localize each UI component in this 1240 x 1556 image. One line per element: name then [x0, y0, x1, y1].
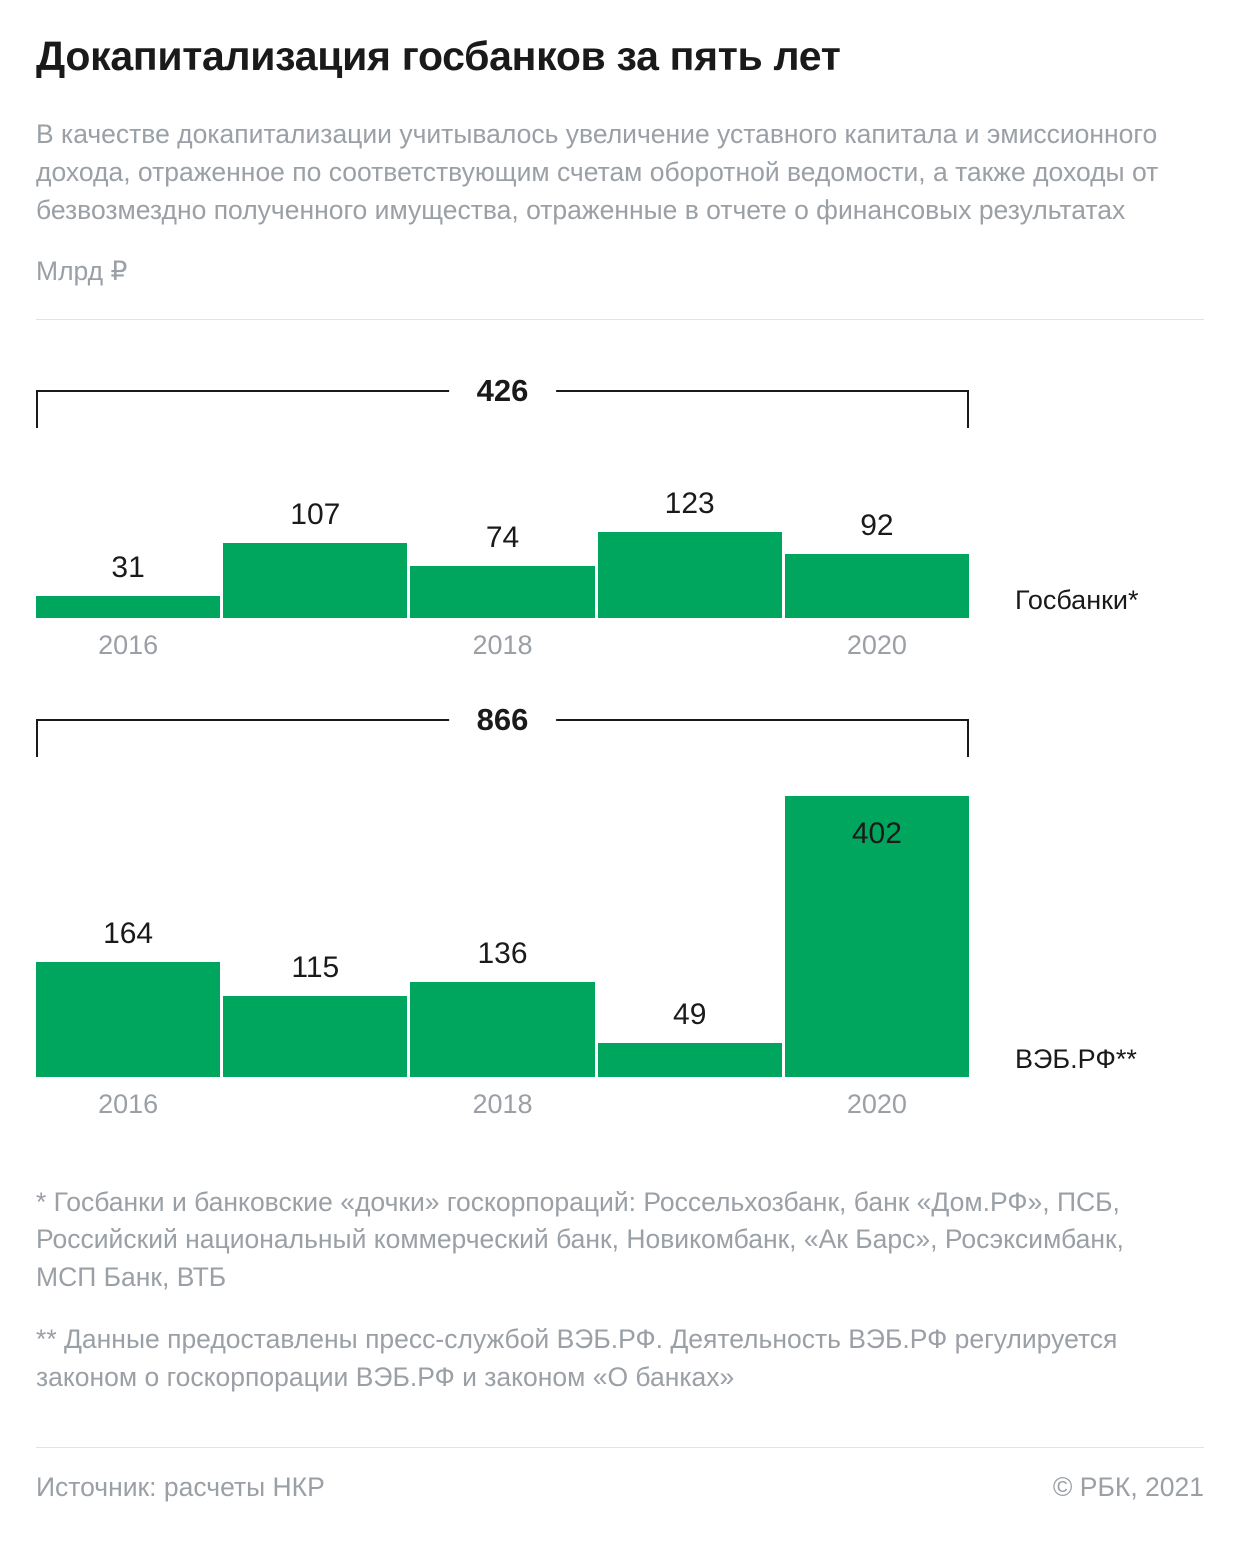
bar-cell-2020: 402: [784, 757, 970, 1077]
bar-2016: [36, 595, 221, 618]
x-axis: 2016 2018 2020: [36, 630, 969, 661]
x-tick-label: [598, 1089, 782, 1120]
bar-cell-2019: 49: [597, 757, 782, 1077]
bar-cell-2019: 123: [597, 428, 782, 618]
bar-value-label: 107: [290, 497, 341, 531]
unit-label: Млрд ₽: [36, 255, 128, 286]
bar-cell-2018: 136: [410, 757, 595, 1077]
total-bracket: 866: [36, 701, 969, 757]
series-label: Госбанки*: [1015, 584, 1139, 615]
source-label: Источник: расчеты НКР: [36, 1472, 325, 1503]
bar-value-label: 164: [103, 916, 154, 950]
bar-2017: [223, 995, 408, 1077]
bar-cell-2016: 31: [36, 428, 221, 618]
footnote-veb: ** Данные предоставлены пресс-службой ВЭ…: [36, 1324, 1118, 1393]
x-tick-label: 2018: [472, 629, 533, 660]
bar-cell-2020: 92: [784, 428, 970, 618]
footer-divider: [36, 1447, 1204, 1449]
bar-value-label: 74: [485, 520, 520, 554]
chart-subtitle: В качестве докапитализации учитывалось у…: [36, 118, 1159, 225]
total-label: 866: [448, 701, 557, 738]
bar-2016: [36, 961, 221, 1077]
chart-gosbanki: 426 31 107 74 123 92 Госбанки* 2016 2018 2020: [36, 372, 1204, 661]
x-tick-label: [223, 1089, 407, 1120]
x-tick-label: 2016: [98, 629, 159, 660]
x-tick-label: 2020: [846, 1088, 907, 1119]
footnote-gosbanki: * Госбанки и банковские «дочки» госкорпо…: [36, 1186, 1124, 1293]
bar-2018: [410, 981, 595, 1077]
bar-2019: [597, 531, 782, 618]
footer: Источник: расчеты НКР © РБК, 2021: [36, 1448, 1204, 1531]
page-title: Докапитализация госбанков за пять лет: [36, 33, 841, 79]
total-bracket: 426: [36, 372, 969, 428]
bracket-tick-left: [36, 718, 38, 757]
series-label: ВЭБ.РФ**: [1015, 1043, 1137, 1074]
x-tick-label: [598, 630, 782, 661]
bar-cell-2016: 164: [36, 757, 221, 1077]
x-tick-label: 2018: [472, 1088, 533, 1119]
bar-cell-2018: 74: [410, 428, 595, 618]
bar-value-label: 123: [664, 486, 715, 520]
bar-2018: [410, 565, 595, 618]
bar-cell-2017: 115: [223, 757, 408, 1077]
bar-cell-2017: 107: [223, 428, 408, 618]
bar-value-label: 92: [860, 508, 894, 542]
bar-2017: [223, 542, 408, 618]
x-axis: 2016 2018 2020: [36, 1089, 969, 1120]
bracket-tick-right: [967, 718, 969, 757]
bar-plot: 164 115 136 49 402: [36, 757, 970, 1077]
x-tick-label: [223, 630, 407, 661]
bar-value-label: 136: [477, 936, 528, 970]
copyright-label: © РБК, 2021: [1052, 1472, 1204, 1503]
footnotes: * Госбанки и банковские «дочки» госкорпо…: [36, 1184, 1191, 1397]
chart-veb-rf: 866 164 115 136 49 402 ВЭБ.РФ** 2016 2018 2020: [36, 701, 1204, 1120]
bracket-tick-left: [36, 389, 38, 428]
total-label: 426: [448, 372, 557, 409]
bracket-tick-right: [967, 389, 969, 428]
top-divider: [36, 318, 1204, 320]
bar-value-label: 115: [291, 950, 340, 984]
bar-2019: [597, 1042, 782, 1077]
bar-value-label: 31: [111, 550, 145, 584]
bar-2020: [784, 553, 970, 618]
x-tick-label: 2016: [98, 1088, 159, 1119]
bar-2020: [784, 795, 970, 1077]
bar-value-label: 402: [851, 816, 902, 850]
bar-plot: 31 107 74 123 92: [36, 428, 970, 618]
charts-container: 426 31 107 74 123 92 Госбанки* 2016 2018 2020 866 1…: [36, 372, 1204, 1120]
x-tick-label: 2020: [846, 629, 907, 660]
bar-value-label: 49: [673, 997, 707, 1031]
